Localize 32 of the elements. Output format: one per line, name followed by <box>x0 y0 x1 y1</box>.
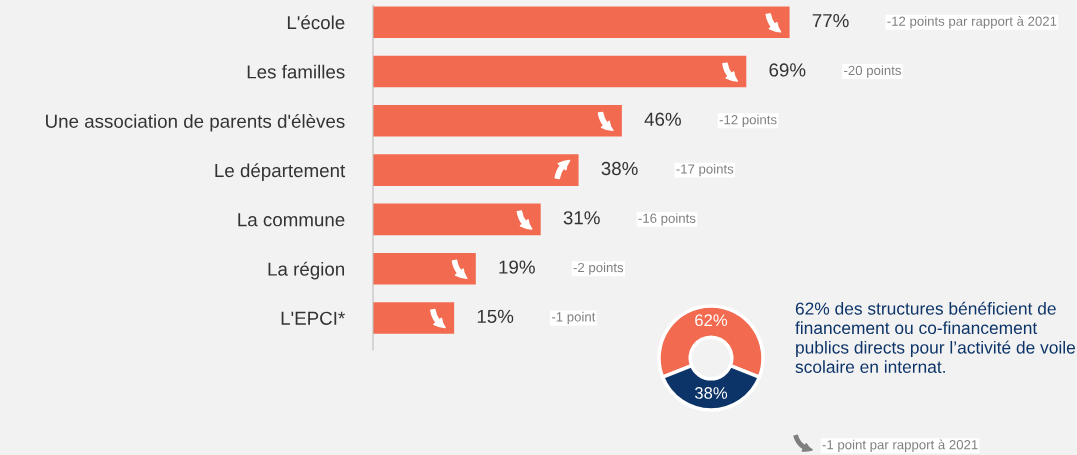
annotation: -16 points <box>638 213 696 226</box>
data-label: 31% <box>563 211 600 225</box>
y-tick-label: L'école <box>287 15 345 30</box>
data-label: 38% <box>601 161 638 176</box>
annotation: -12 points <box>719 114 777 127</box>
y-tick-label: Les familles <box>247 64 345 79</box>
data-label: 77% <box>812 14 849 28</box>
bar <box>373 55 747 88</box>
text: -12 points par rapport à 2021 <box>887 16 1057 29</box>
data-label: 38% <box>694 387 728 399</box>
data-label: 46% <box>644 112 681 126</box>
text: -1 point par rapport à 2021 <box>822 439 978 452</box>
bar <box>373 154 579 186</box>
bar <box>373 6 790 39</box>
annotation: -2 points <box>573 262 624 275</box>
text: 62% des structures bénéficient de financement ou co-financement publics directs pour l’activité de voile scolaire en internat. <box>795 301 1076 373</box>
y-tick-label: Le département <box>215 163 346 181</box>
annotation: -1 point <box>551 311 596 325</box>
bar <box>373 252 476 285</box>
text: -20 points <box>844 65 901 78</box>
data-label: 15% <box>477 309 514 323</box>
y-tick-label: L'EPCI* <box>281 311 345 325</box>
y-tick-label: Une association de parents d'élèves <box>46 113 345 132</box>
annotation: -17 points <box>676 163 734 177</box>
y-tick-label: La région <box>268 261 345 280</box>
data-label: 62% <box>695 314 728 327</box>
bar <box>373 203 541 236</box>
y-tick-label: La commune <box>238 213 345 227</box>
bar <box>373 105 622 137</box>
bar <box>373 302 455 334</box>
data-label: 69% <box>769 63 806 77</box>
data-label: 19% <box>499 260 535 274</box>
